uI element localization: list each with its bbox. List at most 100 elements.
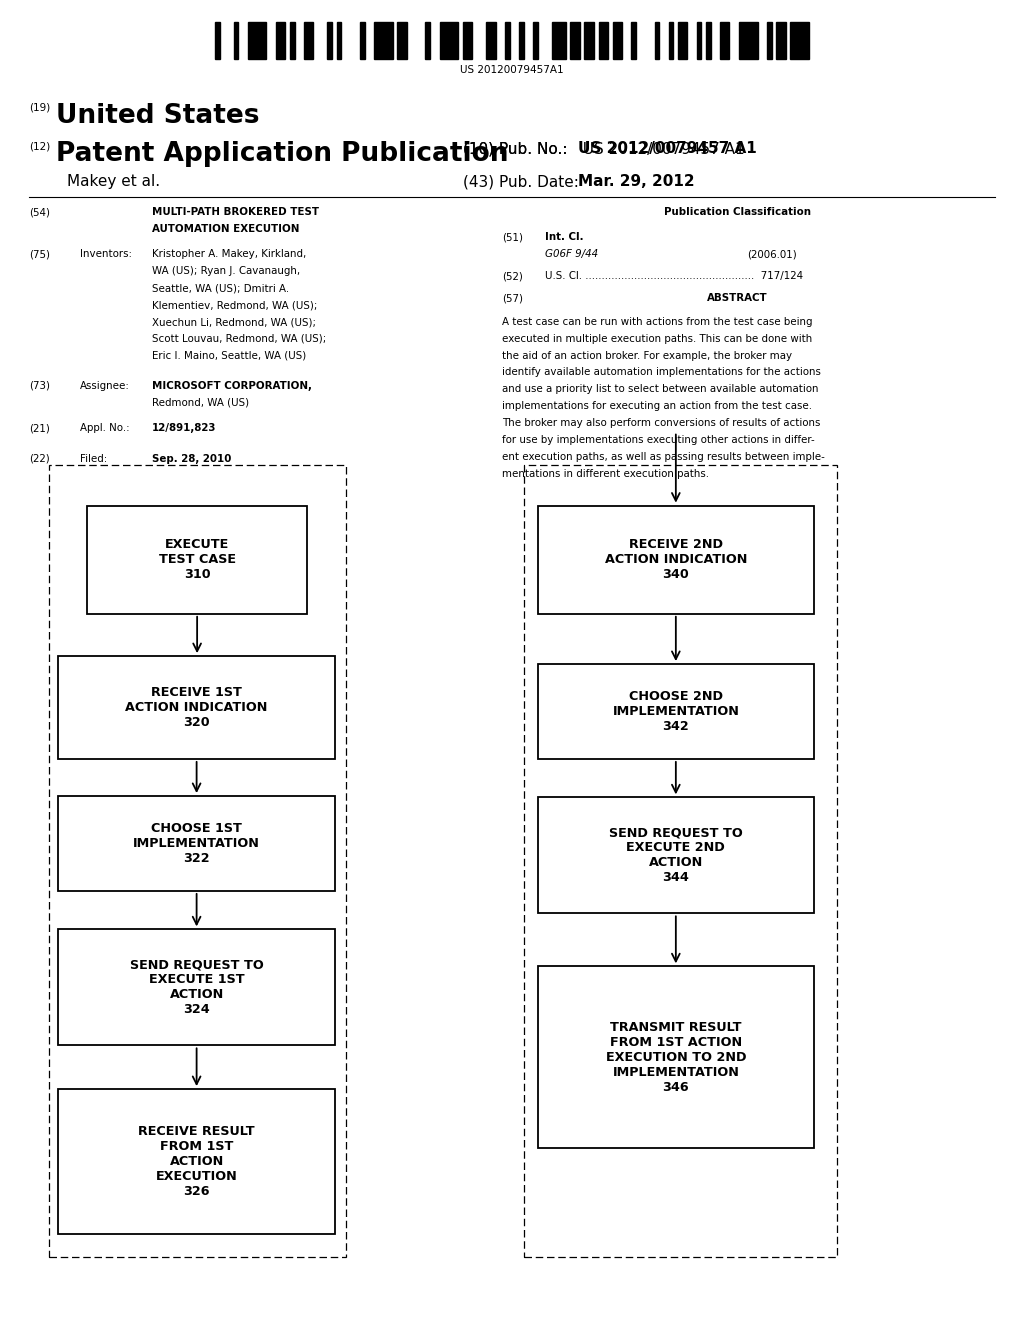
Bar [612,22,622,59]
Text: (10) Pub. No.:  US 2012/0079457 A1: (10) Pub. No.: US 2012/0079457 A1 [463,141,744,156]
Text: Redmond, WA (US): Redmond, WA (US) [152,397,249,408]
Bar [58,656,335,759]
Bar [215,22,220,59]
Text: executed in multiple execution paths. This can be done with: executed in multiple execution paths. Th… [502,334,812,343]
Text: (52): (52) [502,271,522,281]
Text: Scott Louvau, Redmond, WA (US);: Scott Louvau, Redmond, WA (US); [152,334,326,345]
Bar [585,22,594,59]
Bar [669,22,674,59]
Text: Eric I. Maino, Seattle, WA (US): Eric I. Maino, Seattle, WA (US) [152,351,306,360]
Text: TRANSMIT RESULT
FROM 1ST ACTION
EXECUTION TO 2ND
IMPLEMENTATION
346: TRANSMIT RESULT FROM 1ST ACTION EXECUTIO… [605,1020,746,1094]
Bar [738,22,758,59]
Text: U.S. Cl. ....................................................  717/124: U.S. Cl. ...............................… [545,271,803,281]
Text: Publication Classification: Publication Classification [664,207,811,218]
Text: The broker may also perform conversions of results of actions: The broker may also perform conversions … [502,418,820,428]
Bar [598,22,608,59]
Text: CHOOSE 2ND
IMPLEMENTATION
342: CHOOSE 2ND IMPLEMENTATION 342 [612,690,739,733]
Text: mentations in different execution paths.: mentations in different execution paths. [502,469,709,479]
Bar [767,22,771,59]
Text: Mar. 29, 2012: Mar. 29, 2012 [578,174,694,189]
Bar [463,22,472,59]
Bar [233,22,239,59]
Bar [337,22,341,59]
Text: (10) Pub. No.:: (10) Pub. No.: [463,141,583,156]
Text: US 20120079457A1: US 20120079457A1 [460,65,564,75]
Bar [534,22,538,59]
Text: and use a priority list to select between available automation: and use a priority list to select betwee… [502,384,818,395]
Bar [58,929,335,1045]
Bar [328,22,332,59]
Text: MICROSOFT CORPORATION,: MICROSOFT CORPORATION, [152,381,311,391]
Text: Inventors:: Inventors: [80,249,132,260]
Text: Assignee:: Assignee: [80,381,130,391]
Text: G06F 9/44: G06F 9/44 [545,249,598,259]
Text: RECEIVE 1ST
ACTION INDICATION
320: RECEIVE 1ST ACTION INDICATION 320 [125,686,268,729]
Bar [791,22,809,59]
Text: ABSTRACT: ABSTRACT [707,293,768,304]
Text: RECEIVE RESULT
FROM 1ST
ACTION
EXECUTION
326: RECEIVE RESULT FROM 1ST ACTION EXECUTION… [138,1125,255,1199]
Bar [707,22,711,59]
Bar [275,22,286,59]
Text: Appl. No.:: Appl. No.: [80,424,129,433]
Text: Makey et al.: Makey et al. [67,174,160,189]
Text: (54): (54) [29,207,50,218]
Text: identify available automation implementations for the actions: identify available automation implementa… [502,367,820,378]
Text: 12/891,823: 12/891,823 [152,424,216,433]
Text: Kristopher A. Makey, Kirkland,: Kristopher A. Makey, Kirkland, [152,249,306,260]
Text: (73): (73) [29,381,50,391]
Text: the aid of an action broker. For example, the broker may: the aid of an action broker. For example… [502,351,792,360]
Text: (2006.01): (2006.01) [748,249,798,259]
Text: ent execution paths, as well as passing results between imple-: ent execution paths, as well as passing … [502,451,824,462]
Bar [248,22,266,59]
Text: Patent Application Publication: Patent Application Publication [56,141,509,168]
Bar [570,22,580,59]
Bar [696,22,701,59]
Text: (75): (75) [29,249,50,260]
Text: US 2012/0079457 A1: US 2012/0079457 A1 [578,141,757,156]
Bar [439,22,458,59]
Bar [678,22,687,59]
Bar [524,465,837,1257]
Text: Filed:: Filed: [80,454,108,463]
Bar [654,22,659,59]
Bar [49,465,346,1257]
Bar [776,22,785,59]
Bar [360,22,365,59]
Bar [486,22,496,59]
Text: Seattle, WA (US); Dmitri A.: Seattle, WA (US); Dmitri A. [152,284,289,293]
Text: A test case can be run with actions from the test case being: A test case can be run with actions from… [502,317,812,327]
Text: SEND REQUEST TO
EXECUTE 1ST
ACTION
324: SEND REQUEST TO EXECUTE 1ST ACTION 324 [130,958,263,1016]
Text: (43) Pub. Date:: (43) Pub. Date: [463,174,609,189]
Text: EXECUTE
TEST CASE
310: EXECUTE TEST CASE 310 [159,539,236,581]
Text: Sep. 28, 2010: Sep. 28, 2010 [152,454,231,463]
Bar [304,22,313,59]
Bar [397,22,407,59]
Bar [58,1089,335,1234]
Text: (51): (51) [502,232,523,243]
Text: WA (US); Ryan J. Cavanaugh,: WA (US); Ryan J. Cavanaugh, [152,267,300,276]
Text: RECEIVE 2ND
ACTION INDICATION
340: RECEIVE 2ND ACTION INDICATION 340 [604,539,748,581]
Text: SEND REQUEST TO
EXECUTE 2ND
ACTION
344: SEND REQUEST TO EXECUTE 2ND ACTION 344 [609,826,742,884]
Bar [631,22,636,59]
Bar [505,22,510,59]
Text: (22): (22) [29,454,49,463]
Bar [426,22,430,59]
Text: Int. Cl.: Int. Cl. [545,232,584,243]
Text: AUTOMATION EXECUTION: AUTOMATION EXECUTION [152,224,299,234]
Text: (12): (12) [29,141,50,152]
Bar [720,22,729,59]
Text: (57): (57) [502,293,523,304]
Bar [290,22,295,59]
Text: (19): (19) [29,103,50,114]
Bar [538,966,814,1148]
Bar [538,797,814,913]
Text: United States: United States [56,103,260,129]
Text: for use by implementations executing other actions in differ-: for use by implementations executing oth… [502,436,814,445]
Bar [519,22,523,59]
Text: implementations for executing an action from the test case.: implementations for executing an action … [502,401,812,412]
Text: (21): (21) [29,424,49,433]
Text: MULTI-PATH BROKERED TEST: MULTI-PATH BROKERED TEST [152,207,318,218]
Bar [58,796,335,891]
Text: CHOOSE 1ST
IMPLEMENTATION
322: CHOOSE 1ST IMPLEMENTATION 322 [133,822,260,865]
Bar [374,22,393,59]
